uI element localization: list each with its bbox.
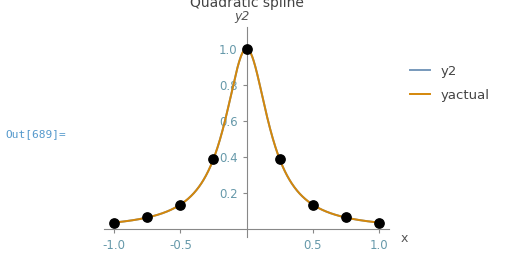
Point [242, 47, 251, 51]
Legend: y2, yactual: y2, yactual [410, 65, 489, 101]
y2 [128, 219, 134, 222]
yactual [280, 166, 286, 169]
Point [342, 215, 350, 220]
yactual [111, 221, 117, 224]
Title: Quadratic spline: Quadratic spline [189, 0, 304, 10]
y2 [312, 204, 318, 208]
Text: x: x [400, 232, 408, 245]
y2 [280, 166, 286, 169]
Point [375, 220, 383, 225]
y2 [243, 47, 250, 50]
Point [308, 202, 317, 207]
yactual [339, 215, 346, 218]
Point [276, 157, 284, 161]
Point [176, 202, 185, 207]
yactual [128, 219, 134, 222]
yactual [312, 204, 318, 208]
Point [209, 157, 217, 161]
y2 [111, 221, 117, 224]
yactual [243, 47, 250, 50]
yactual [272, 145, 278, 148]
Point [143, 215, 152, 220]
Text: Out[689]=: Out[689]= [5, 129, 66, 140]
y2 [272, 145, 278, 148]
y2 [376, 221, 382, 224]
y2 [339, 215, 346, 218]
yactual [265, 120, 271, 123]
Text: y2: y2 [235, 10, 250, 23]
Line: y2: y2 [114, 49, 379, 222]
y2 [265, 120, 271, 123]
yactual [376, 221, 382, 224]
Line: yactual: yactual [114, 49, 379, 222]
Point [110, 220, 118, 225]
